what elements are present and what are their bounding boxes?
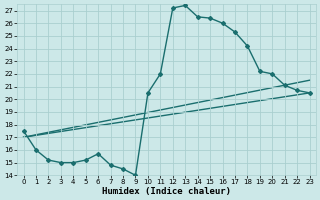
X-axis label: Humidex (Indice chaleur): Humidex (Indice chaleur) [102,187,231,196]
